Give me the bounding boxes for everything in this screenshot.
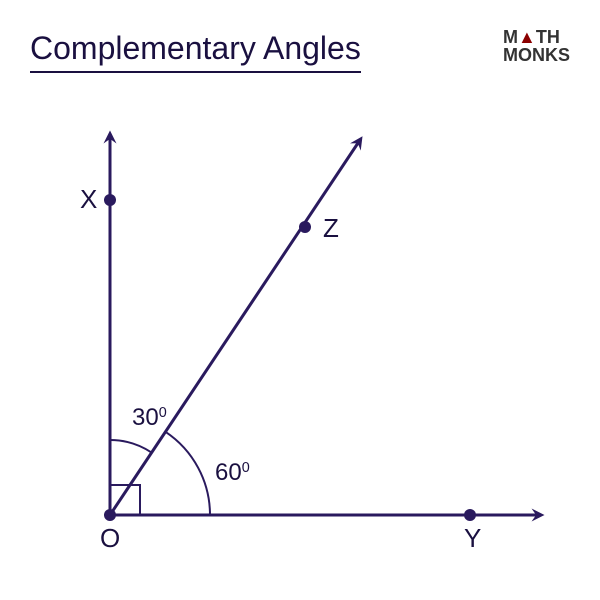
label-O: O [100,523,120,553]
point-X [104,194,116,206]
label-Y: Y [464,523,481,553]
page-title: Complementary Angles [30,30,361,73]
angle-arc-1 [165,432,210,515]
angle-label-0: 300 [132,404,167,431]
logo-m: M [503,27,518,47]
logo-triangle-icon: ▲ [518,28,536,46]
point-Y [464,509,476,521]
logo-monks: MONKS [503,46,570,64]
angle-arc-0 [110,440,152,453]
point-O [104,509,116,521]
label-X: X [80,184,97,214]
angle-label-1: 600 [215,459,250,486]
geometry-diagram: 300 600 X Z Y O [30,85,570,575]
logo-th: TH [536,27,560,47]
logo: M▲TH MONKS [503,28,570,64]
point-Z [299,221,311,233]
label-Z: Z [323,213,339,243]
